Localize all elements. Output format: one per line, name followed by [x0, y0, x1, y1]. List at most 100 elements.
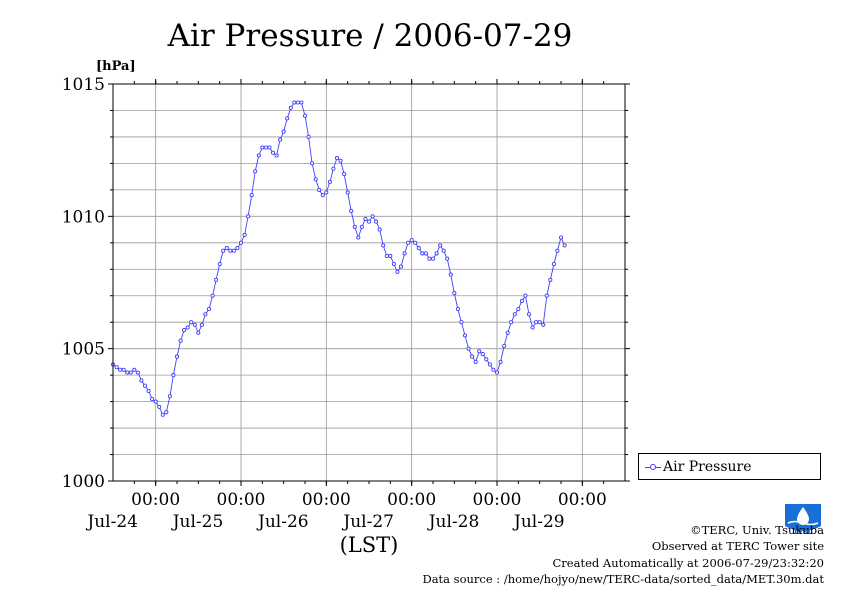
- data-point: [214, 277, 219, 282]
- y-axis-label: [hPa]: [96, 59, 136, 74]
- data-point: [278, 137, 283, 142]
- data-point: [139, 378, 144, 383]
- x-tick-label-date: Jul-27: [341, 512, 394, 532]
- observation-site-text: Observed at TERC Tower site: [651, 539, 824, 554]
- data-point: [349, 208, 354, 214]
- data-point: [171, 373, 176, 378]
- data-point: [199, 322, 204, 327]
- data-point: [146, 388, 151, 394]
- data-point: [413, 240, 418, 245]
- data-point: [238, 240, 244, 245]
- data-point: [256, 153, 261, 158]
- data-point: [452, 291, 457, 296]
- y-tick-label: 1015: [62, 75, 105, 95]
- data-point: [160, 412, 165, 417]
- data-point: [498, 359, 503, 364]
- x-tick-label-date: Jul-26: [256, 512, 309, 532]
- data-point: [441, 248, 446, 253]
- series-air-pressure: [110, 100, 567, 417]
- x-tick-label-date: Jul-29: [512, 512, 565, 532]
- data-point: [477, 349, 482, 354]
- data-point: [153, 399, 158, 404]
- data-point: [487, 362, 492, 367]
- data-point: [196, 330, 201, 335]
- x-tick-label-time: 00:00: [473, 490, 522, 510]
- data-point: [509, 320, 514, 325]
- data-point: [178, 338, 183, 343]
- logo-text: TERC: [793, 528, 813, 536]
- data-point: [512, 312, 517, 317]
- data-point: [118, 367, 123, 372]
- data-point: [445, 256, 450, 261]
- data-point: [342, 171, 347, 177]
- data-point: [516, 306, 521, 312]
- data-point: [121, 367, 126, 372]
- data-point: [558, 235, 564, 240]
- data-point: [541, 322, 546, 327]
- data-point: [544, 293, 549, 298]
- data-point: [388, 253, 393, 259]
- data-point: [260, 145, 265, 150]
- x-tick-label-time: 00:00: [217, 490, 266, 510]
- data-point: [434, 251, 439, 256]
- data-point: [384, 253, 389, 259]
- data-point: [217, 261, 222, 267]
- data-point: [473, 359, 478, 364]
- x-tick-label-date: Jul-25: [171, 512, 224, 532]
- data-point: [470, 354, 475, 359]
- data-point: [128, 370, 133, 375]
- data-point: [377, 227, 382, 232]
- data-point: [345, 190, 350, 195]
- data-point: [324, 190, 329, 195]
- data-point: [562, 243, 567, 248]
- chart-title: Air Pressure / 2006-07-29: [167, 18, 573, 54]
- grid-lines: [113, 84, 625, 481]
- data-point: [150, 396, 155, 402]
- data-point: [267, 145, 272, 150]
- data-point: [182, 328, 187, 333]
- data-point: [409, 238, 414, 243]
- data-point: [480, 351, 485, 357]
- data-point: [135, 370, 140, 375]
- data-point: [125, 370, 130, 375]
- data-point: [320, 193, 325, 198]
- data-point: [416, 246, 421, 251]
- data-point: [281, 129, 286, 134]
- data-point: [174, 354, 180, 359]
- data-point: [164, 410, 169, 415]
- data-point: [491, 367, 496, 372]
- x-tick-label-time: 00:00: [558, 490, 607, 510]
- data-point: [381, 243, 386, 248]
- data-point: [306, 134, 311, 139]
- data-point: [334, 156, 340, 161]
- data-point: [224, 246, 229, 251]
- data-point: [555, 248, 560, 253]
- y-tick-label: 1000: [62, 472, 105, 492]
- data-point: [246, 214, 251, 219]
- data-point: [374, 219, 379, 224]
- data-point: [338, 158, 343, 163]
- data-point: [228, 248, 233, 253]
- data-point: [235, 246, 240, 251]
- x-tick-label-time: 00:00: [131, 490, 180, 510]
- data-point: [427, 256, 432, 261]
- data-point: [185, 325, 190, 330]
- data-point: [505, 330, 510, 335]
- x-tick-label-date: Jul-24: [85, 512, 138, 532]
- axis-ticks: [108, 79, 630, 486]
- data-point: [302, 113, 308, 118]
- data-point: [263, 145, 268, 150]
- data-source-text: Data source : /home/hojyo/new/TERC-data/…: [422, 571, 824, 586]
- data-point: [548, 277, 553, 282]
- data-point: [494, 370, 500, 375]
- data-point: [534, 320, 539, 325]
- data-point: [406, 240, 411, 245]
- data-point: [455, 306, 460, 312]
- data-point: [317, 187, 322, 192]
- data-point: [203, 312, 208, 317]
- data-point: [420, 251, 425, 256]
- credits-block: ©TERC, Univ. Tsukuba Observed at TERC To…: [422, 522, 824, 587]
- data-point: [537, 320, 542, 325]
- x-tick-label-time: 00:00: [387, 490, 436, 510]
- data-point: [352, 224, 357, 229]
